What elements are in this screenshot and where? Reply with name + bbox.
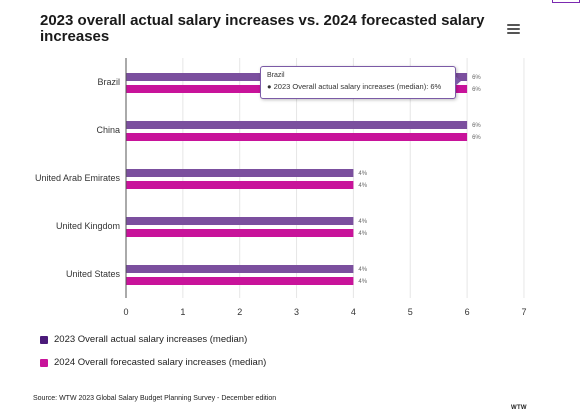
- chart-title: 2023 overall actual salary increases vs.…: [40, 12, 485, 45]
- y-category-label: United Arab Emirates: [35, 173, 121, 183]
- y-category-label: China: [96, 125, 120, 135]
- legend-swatch-2024: [40, 358, 48, 367]
- bar-data-label: 4%: [358, 171, 367, 177]
- x-tick-label: 5: [408, 307, 413, 317]
- y-category-label: Brazil: [97, 77, 120, 87]
- y-category-label: United States: [66, 269, 121, 279]
- x-tick-label: 7: [521, 307, 526, 317]
- x-tick-label: 0: [123, 307, 128, 317]
- bar-data-label: 6%: [472, 87, 481, 93]
- x-tick-label: 3: [294, 307, 299, 317]
- bar: [126, 169, 354, 177]
- tooltip-category: Brazil: [267, 72, 285, 79]
- bar-data-label: 4%: [358, 219, 367, 225]
- bar: [126, 133, 468, 141]
- tooltip-text: 2023 Overall actual salary increases (me…: [273, 82, 442, 91]
- bar: [126, 265, 354, 273]
- legend-item-2024[interactable]: 2024 Overall forecasted salary increases…: [40, 356, 266, 369]
- bar: [126, 181, 354, 189]
- bar-data-label: 6%: [472, 135, 481, 141]
- bar-data-label: 4%: [358, 267, 367, 273]
- brand-logo: WTW: [511, 405, 527, 411]
- chart-legend: 2023 Overall actual salary increases (me…: [40, 333, 266, 379]
- tooltip-pointer: [455, 76, 461, 86]
- bar: [126, 229, 354, 237]
- chart-tooltip: Brazil ● 2023 Overall actual salary incr…: [260, 66, 461, 99]
- bar: [126, 121, 468, 129]
- legend-label-2023: 2023 Overall actual salary increases (me…: [54, 334, 248, 345]
- x-tick-label: 6: [465, 307, 470, 317]
- tooltip-value-line: ● 2023 Overall actual salary increases (…: [267, 82, 442, 91]
- bar: [126, 277, 354, 285]
- bar-data-label: 4%: [358, 183, 367, 189]
- legend-swatch-2023: [40, 335, 48, 344]
- legend-item-2023[interactable]: 2023 Overall actual salary increases (me…: [40, 333, 266, 346]
- y-category-label: United Kingdom: [56, 221, 120, 231]
- bar-data-label: 6%: [472, 75, 481, 81]
- hamburger-menu-icon[interactable]: [506, 22, 522, 36]
- source-note: Source: WTW 2023 Global Salary Budget Pl…: [33, 395, 277, 402]
- x-tick-label: 4: [351, 307, 356, 317]
- bar-data-label: 6%: [472, 123, 481, 129]
- bar-data-label: 4%: [358, 279, 367, 285]
- bar-data-label: 4%: [358, 231, 367, 237]
- x-tick-label: 2: [237, 307, 242, 317]
- legend-label-2024: 2024 Overall forecasted salary increases…: [54, 357, 267, 368]
- bar: [126, 217, 354, 225]
- x-tick-label: 1: [180, 307, 185, 317]
